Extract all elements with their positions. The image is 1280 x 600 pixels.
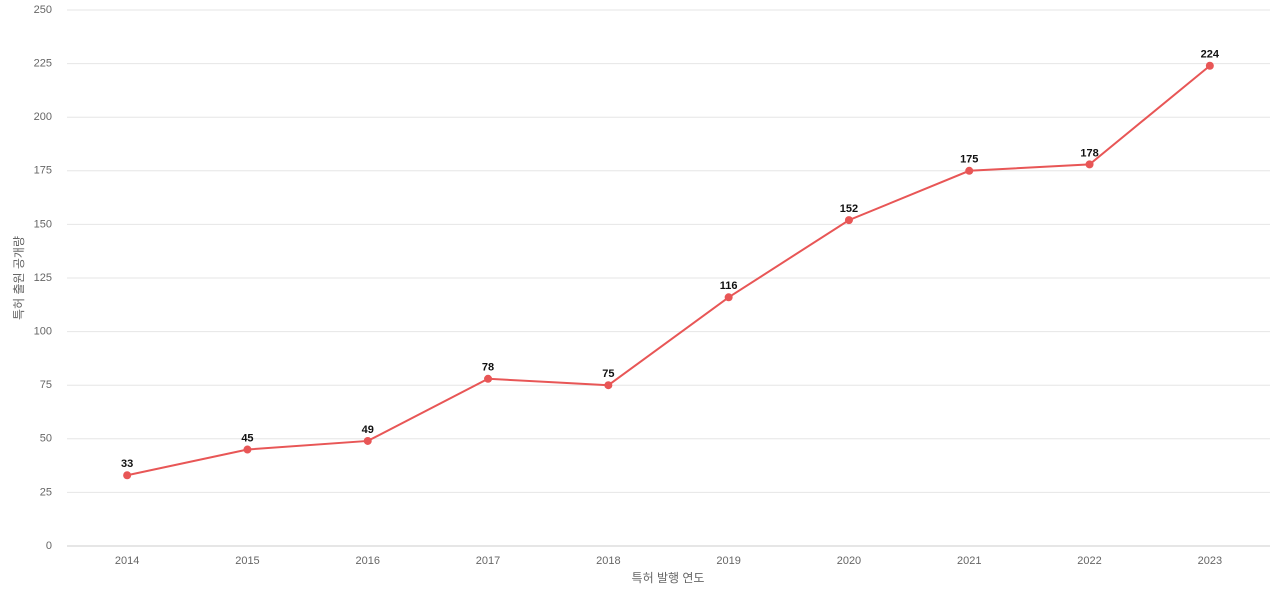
y-tick-label: 0 (46, 540, 52, 552)
y-tick-label: 250 (34, 4, 52, 16)
line (126, 64, 1211, 477)
data-label: 152 (840, 203, 858, 215)
y-tick-label: 175 (34, 165, 52, 177)
point (123, 471, 132, 480)
x-tick-label: 2014 (115, 555, 139, 567)
data-label: 49 (362, 424, 374, 436)
x-tick-label: 2021 (957, 555, 981, 567)
data-label: 33 (121, 458, 133, 470)
y-tick-label: 75 (40, 379, 52, 391)
x-axis-title: 특허 발행 연도 (632, 570, 705, 585)
point (604, 381, 613, 390)
y-tick-label: 50 (40, 433, 52, 445)
x-tick-label: 2016 (356, 555, 380, 567)
y-tick-label: 150 (34, 218, 52, 230)
data-label: 178 (1080, 147, 1098, 159)
y-tick-label: 225 (34, 58, 52, 70)
y-tick-label: 200 (34, 111, 52, 123)
y-tick-label: 25 (40, 486, 52, 498)
point (965, 166, 974, 175)
x-tick-label: 2022 (1077, 555, 1101, 567)
x-tick-label: 2023 (1198, 555, 1222, 567)
point (243, 445, 252, 454)
point (724, 293, 733, 302)
x-tick-label: 2015 (235, 555, 259, 567)
data-label: 75 (602, 368, 614, 380)
point (484, 374, 493, 383)
point (1085, 160, 1094, 169)
x-tick-label: 2018 (596, 555, 620, 567)
point (1205, 61, 1214, 70)
x-tick-label: 2017 (476, 555, 500, 567)
x-tick-label: 2020 (837, 555, 861, 567)
data-label: 78 (482, 362, 494, 374)
y-tick-label: 100 (34, 326, 52, 338)
data-label: 175 (960, 154, 978, 166)
y-axis-title: 특허 출원 공개량 (12, 236, 26, 320)
data-label: 45 (241, 432, 253, 444)
x-tick-label: 2019 (716, 555, 740, 567)
data-label: 116 (720, 280, 738, 292)
y-tick-label: 125 (34, 272, 52, 284)
data-label: 224 (1201, 49, 1220, 61)
point (363, 436, 372, 445)
point (844, 216, 853, 225)
